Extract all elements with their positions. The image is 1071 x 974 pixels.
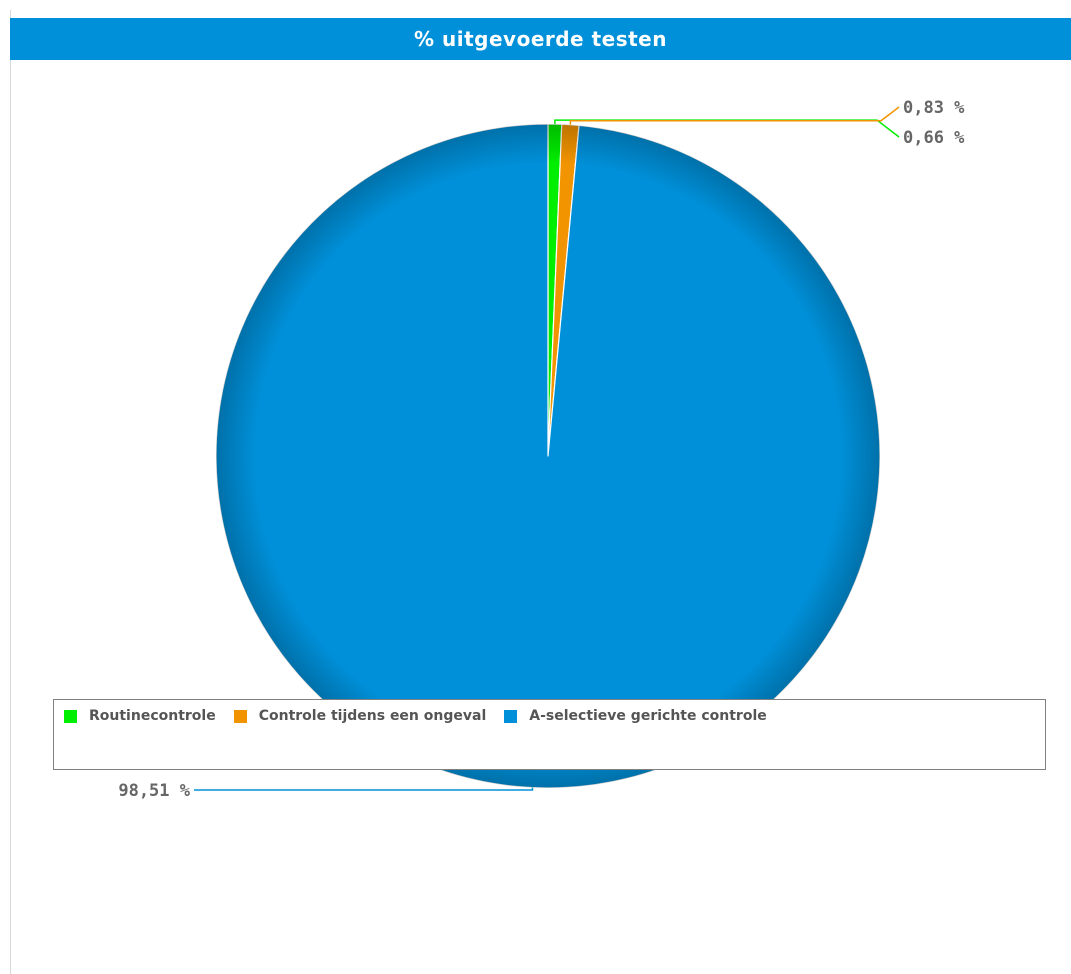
leader-line-controle-tijdens-een-ongeval: [569, 106, 900, 125]
data-label-a-selectieve-gerichte-controle: 98,51 %: [118, 781, 190, 801]
legend-label: Controle tijdens een ongeval: [258, 708, 487, 724]
legend-swatch: [504, 709, 518, 723]
chart-title: % uitgevoerde testen: [10, 18, 1071, 60]
legend-label: Routinecontrole: [89, 708, 216, 724]
legend: Routinecontrole Controle tijdens een onge…: [53, 699, 1046, 770]
legend-item-controle-tijdens-een-ongeval[interactable]: Controle tijdens een ongeval: [233, 708, 487, 724]
legend-swatch: [64, 709, 77, 723]
legend-item-routinecontrole[interactable]: Routinecontrole: [64, 708, 216, 724]
data-label-routinecontrole: 0,66 %: [903, 128, 965, 148]
legend-item-a-selectieve-gerichte-controle[interactable]: A-selectieve gerichte controle: [504, 708, 767, 724]
legend-label: A-selectieve gerichte controle: [529, 708, 767, 724]
pie-slice-a-selectieve-gerichte-controle: [215, 123, 881, 789]
leader-line-a-selectieve-gerichte-controle: [194, 787, 534, 791]
legend-swatch: [233, 709, 247, 723]
data-label-controle-tijdens-een-ongeval: 0,83 %: [903, 98, 965, 118]
